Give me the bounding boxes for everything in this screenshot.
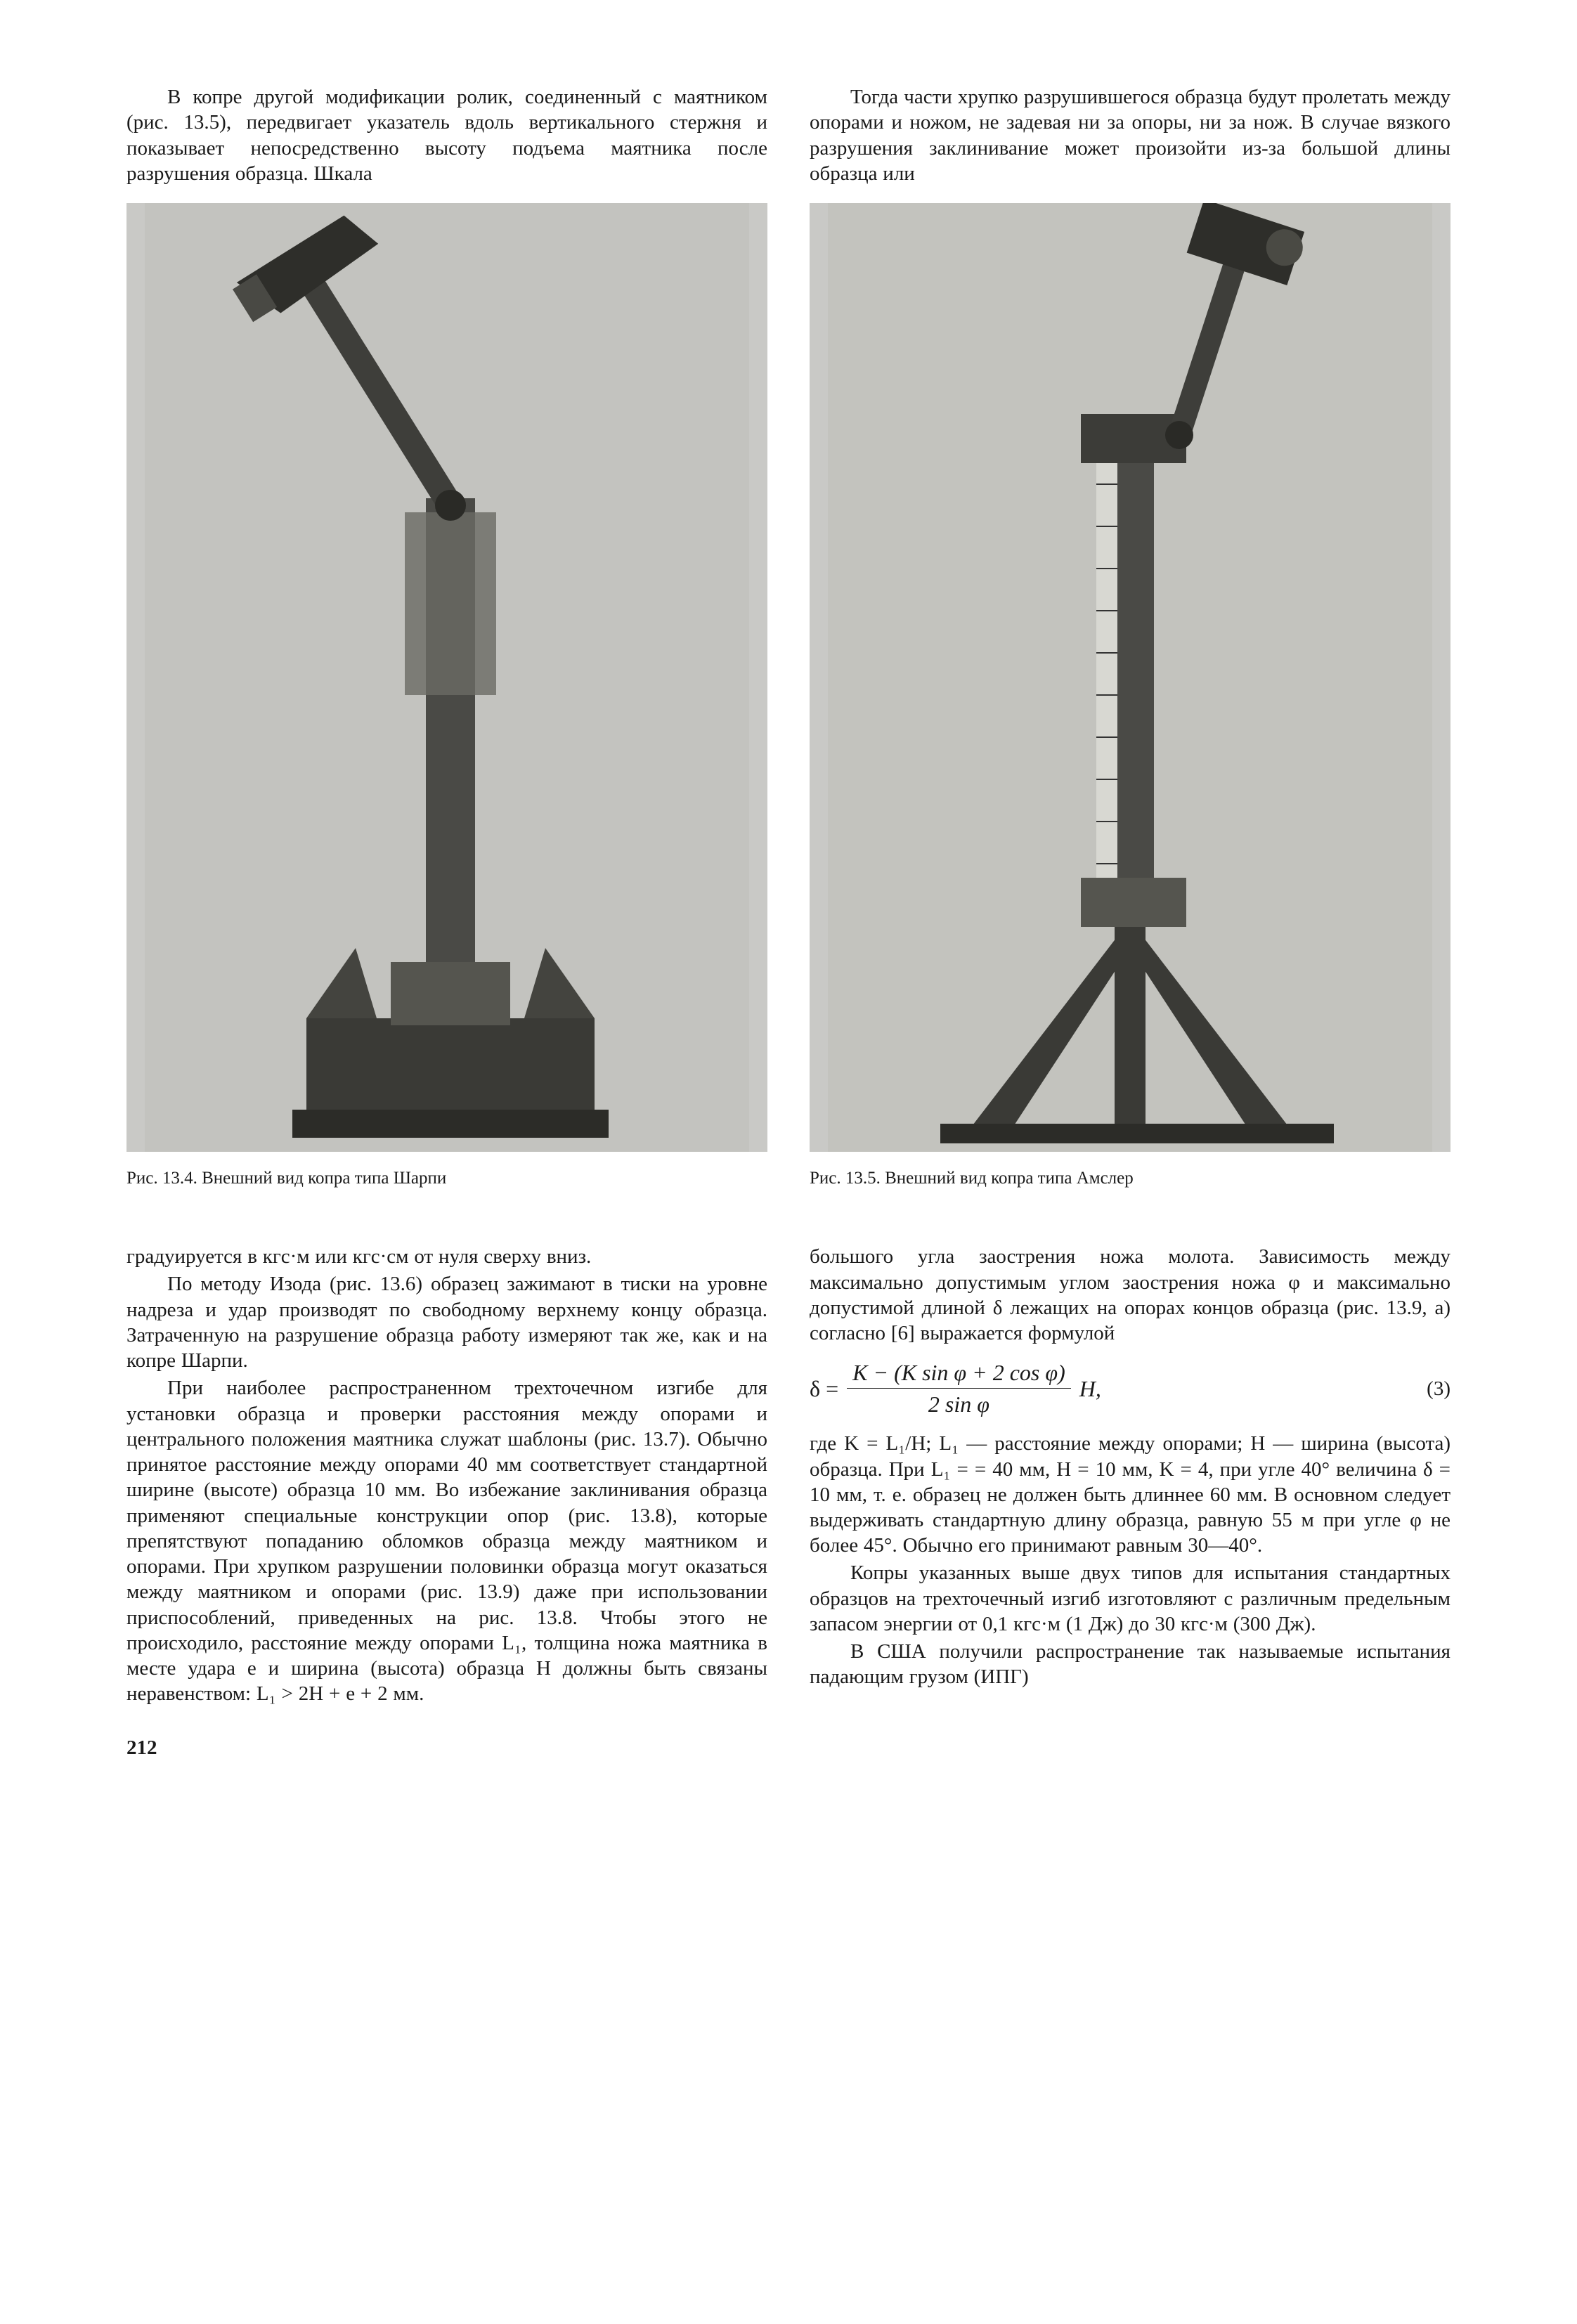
left-paragraph-1: В копре другой модификации ролик, соедин… [126, 84, 767, 186]
spacer [126, 1202, 767, 1244]
page-columns: В копре другой модификации ролик, соедин… [126, 84, 1451, 2221]
equation-3-body: δ = K − (K sin φ + 2 cos φ) 2 sin φ H, [810, 1358, 1101, 1418]
figure-13-4-image [126, 203, 767, 1152]
figure-13-4: Рис. 13.4. Внешний вид копра типа Шарпи [126, 203, 767, 1189]
page-number: 212 [126, 1735, 767, 1760]
figure-13-5-caption: Рис. 13.5. Внешний вид копра типа Амслер [810, 1167, 1451, 1189]
eq-numerator: K − (K sin φ + 2 cos φ) [847, 1358, 1071, 1389]
eq-fraction: K − (K sin φ + 2 cos φ) 2 sin φ [847, 1358, 1071, 1418]
figure-13-5-image [810, 203, 1451, 1152]
figure-13-4-caption: Рис. 13.4. Внешний вид копра типа Шарпи [126, 1167, 767, 1189]
right-paragraph-2: большого угла заострения ножа молота. За… [810, 1244, 1451, 1346]
right-paragraph-5: В США получили распространение так назыв… [810, 1639, 1451, 1690]
right-paragraph-1: Тогда части хрупко разрушившегося образц… [810, 84, 1451, 186]
left-paragraph-4: При наиболее распространенном трехточечн… [126, 1375, 767, 1706]
left-paragraph-2: градуируется в кгс·м или кгс·см от нуля … [126, 1244, 767, 1269]
spacer [810, 1202, 1451, 1244]
equation-3: δ = K − (K sin φ + 2 cos φ) 2 sin φ H, (… [810, 1358, 1451, 1418]
eq-lhs: δ = [810, 1375, 838, 1403]
right-paragraph-4: Копры указанных выше двух типов для испы… [810, 1560, 1451, 1637]
charpy-machine-illustration [126, 203, 767, 1152]
figure-13-5: Рис. 13.5. Внешний вид копра типа Амслер [810, 203, 1451, 1189]
right-paragraph-3: где K = L₁/H; L₁ — расстояние между опор… [810, 1431, 1451, 1558]
left-paragraph-3: По методу Изода (рис. 13.6) образец зажи… [126, 1271, 767, 1373]
eq-rhs: H, [1079, 1375, 1101, 1403]
equation-3-number: (3) [1427, 1376, 1451, 1401]
amsler-machine-illustration [810, 203, 1451, 1152]
eq-denominator: 2 sin φ [923, 1389, 995, 1418]
